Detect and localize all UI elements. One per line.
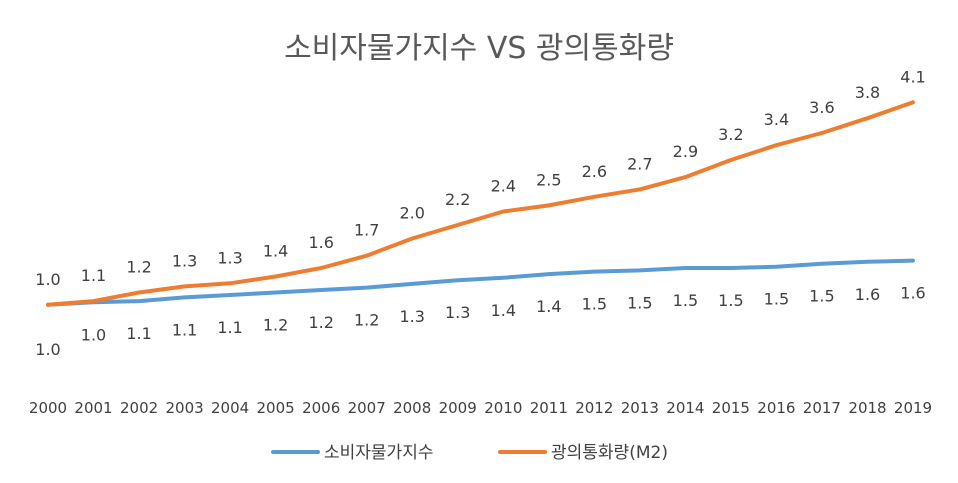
data-label-s0-0: 1.0 [35, 340, 60, 359]
data-label-s1-1: 1.1 [81, 266, 106, 285]
x-tick-label-10: 2010 [484, 399, 522, 417]
data-label-s1-10: 2.4 [491, 177, 516, 196]
data-labels: 1.0 1.0 1.1 1.1 1.1 1.2 1.2 1.2 1.3 1.3 1.4 1.4 1.5 1… [35, 67, 925, 359]
x-tick-label-13: 2013 [621, 399, 659, 417]
data-label-s0-6: 1.2 [308, 313, 333, 332]
data-label-s1-13: 2.7 [627, 154, 652, 173]
x-tick-label-8: 2008 [393, 399, 431, 417]
data-label-s0-5: 1.2 [263, 316, 288, 335]
series-line-1 [46, 100, 915, 307]
x-tick-label-7: 2007 [348, 399, 386, 417]
x-tick-label-4: 2004 [211, 399, 249, 417]
x-tick-label-15: 2015 [712, 399, 750, 417]
data-label-s0-1: 1.0 [81, 325, 106, 344]
chart-title: 소비자물가지수 VS 광의통화량 [284, 31, 674, 66]
x-tick-label-12: 2012 [575, 399, 613, 417]
data-label-s1-15: 3.2 [718, 125, 743, 144]
data-label-s1-18: 3.8 [855, 83, 880, 102]
data-label-s0-2: 1.1 [126, 324, 151, 343]
data-label-s1-6: 1.6 [308, 233, 333, 252]
data-label-s1-2: 1.2 [126, 258, 151, 277]
data-label-s1-3: 1.3 [172, 251, 197, 270]
x-tick-label-3: 2003 [166, 399, 204, 417]
data-label-s1-14: 2.9 [673, 142, 698, 161]
data-label-s0-8: 1.3 [399, 307, 424, 326]
series-lines [46, 100, 915, 307]
x-tick-label-2: 2002 [120, 399, 158, 417]
data-label-s0-15: 1.5 [718, 291, 743, 310]
data-label-s1-7: 1.7 [354, 221, 379, 240]
data-label-s0-7: 1.2 [354, 311, 379, 330]
data-label-s1-12: 2.6 [582, 162, 607, 181]
data-label-s1-4: 1.3 [217, 248, 242, 267]
data-label-s0-12: 1.5 [582, 295, 607, 314]
data-label-s1-11: 2.5 [536, 170, 561, 189]
data-label-s1-0: 1.0 [35, 270, 60, 289]
x-tick-label-1: 2001 [74, 399, 112, 417]
x-tick-label-17: 2017 [803, 399, 841, 417]
x-tick-label-6: 2006 [302, 399, 340, 417]
data-label-s0-19: 1.6 [900, 284, 925, 303]
data-label-s1-19: 4.1 [900, 67, 925, 86]
x-tick-label-9: 2009 [439, 399, 477, 417]
data-label-s0-13: 1.5 [627, 293, 652, 312]
series-line-0 [46, 258, 915, 307]
data-label-s0-4: 1.1 [217, 318, 242, 337]
data-label-s1-16: 3.4 [764, 110, 789, 129]
data-label-s0-11: 1.4 [536, 297, 561, 316]
data-label-s1-17: 3.6 [809, 98, 834, 117]
data-label-s1-8: 2.0 [399, 204, 424, 223]
x-tick-label-0: 2000 [29, 399, 67, 417]
data-label-s0-10: 1.4 [491, 301, 516, 320]
x-axis-ticks: 2000 2001 2002 2003 2004 2005 2006 2007 2008 2009… [29, 399, 932, 417]
data-label-s0-18: 1.6 [855, 285, 880, 304]
legend-label-0: 소비자물가지수 [324, 443, 433, 463]
data-label-s0-17: 1.5 [809, 287, 834, 306]
data-label-s0-16: 1.5 [764, 290, 789, 309]
data-label-s0-3: 1.1 [172, 320, 197, 339]
data-label-s1-9: 2.2 [445, 190, 470, 209]
x-tick-label-5: 2005 [257, 399, 295, 417]
x-tick-label-11: 2011 [530, 399, 568, 417]
x-tick-label-16: 2016 [757, 399, 795, 417]
data-label-s1-5: 1.4 [263, 242, 288, 261]
data-label-s0-14: 1.5 [673, 291, 698, 310]
x-tick-label-14: 2014 [666, 399, 704, 417]
data-label-s0-9: 1.3 [445, 303, 470, 322]
legend-label-1: 광의통화량(M2) [551, 443, 668, 463]
legend: 소비자물가지수 광의통화량(M2) [271, 443, 668, 463]
x-tick-label-19: 2019 [894, 399, 932, 417]
x-tick-label-18: 2018 [848, 399, 886, 417]
